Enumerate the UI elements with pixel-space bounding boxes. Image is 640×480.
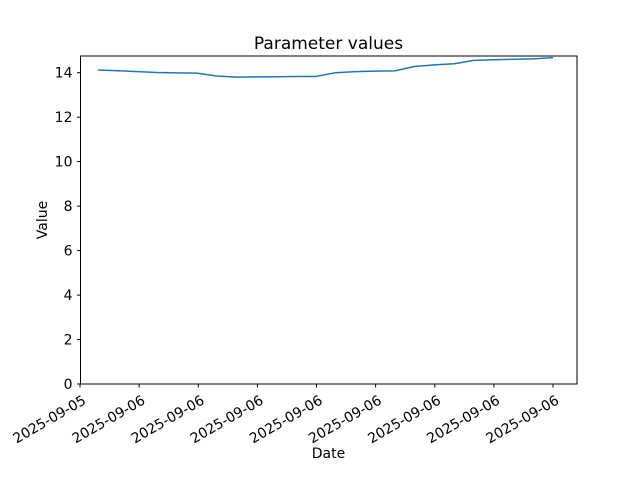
y-axis-label: Value <box>35 201 51 239</box>
y-tick-label: 8 <box>64 199 73 215</box>
y-tick-label: 14 <box>55 66 73 82</box>
series-line <box>97 56 554 78</box>
y-tick-label: 6 <box>64 244 73 260</box>
y-tick-label: 10 <box>55 155 73 171</box>
y-tick-label: 2 <box>64 332 73 348</box>
plot-area-border <box>80 55 578 385</box>
y-tick-label: 4 <box>64 288 73 304</box>
y-axis: 0 2 4 6 8 10 12 14 <box>55 66 81 393</box>
y-tick-label: 12 <box>55 110 73 126</box>
chart-title: Parameter values <box>254 34 403 54</box>
x-axis-label: Date <box>312 446 345 462</box>
y-tick-label: 0 <box>64 377 73 393</box>
